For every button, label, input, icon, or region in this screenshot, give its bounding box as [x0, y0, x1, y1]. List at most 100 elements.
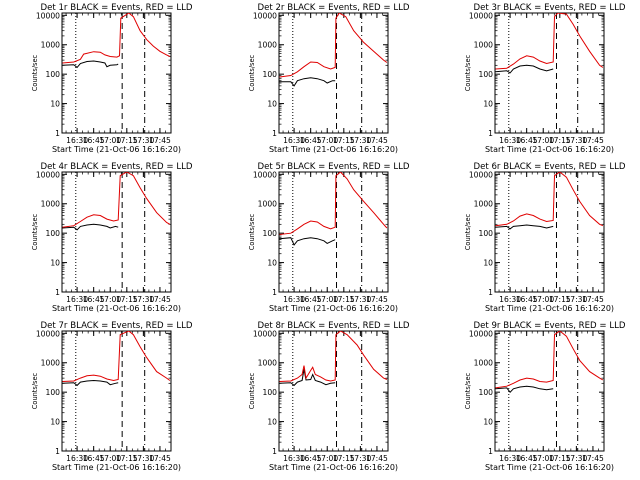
- x-tick-label: 17:15: [549, 454, 571, 463]
- x-axis-label: Start Time (21-Oct-06 16:16:20): [52, 304, 181, 313]
- x-axis-label: Start Time (21-Oct-06 16:16:20): [269, 304, 398, 313]
- events-series-line: [279, 237, 336, 246]
- y-tick-label: 1: [272, 288, 277, 297]
- lld-series-line: [279, 13, 388, 78]
- events-series-line: [279, 77, 336, 87]
- x-tick-label: 17:45: [149, 454, 171, 463]
- y-tick-label: 1: [272, 129, 277, 138]
- y-tick-label: 1: [488, 447, 493, 456]
- plot-frame: [494, 171, 605, 293]
- x-tick-label: 17:15: [333, 136, 355, 145]
- panel-title: Det 7r BLACK = Events, RED = LLD: [40, 321, 192, 331]
- lld-series-line: [495, 172, 604, 227]
- detector-panel: Det 4r BLACK = Events, RED = LLD 1 10 100 10…: [31, 162, 193, 313]
- x-tick-label: 17:30: [349, 136, 371, 145]
- y-tick-label: 1000: [474, 200, 493, 209]
- y-tick-label: 10000: [36, 329, 60, 338]
- x-tick-label: 16:45: [516, 454, 538, 463]
- y-tick-label: 1: [55, 288, 60, 297]
- x-tick-label: 17:45: [582, 295, 604, 304]
- y-tick-label: 1: [272, 447, 277, 456]
- y-axis-label: Counts/sec: [464, 54, 472, 91]
- y-tick-label: 10000: [253, 329, 277, 338]
- lld-series-line: [62, 172, 171, 228]
- x-tick-label: 17:45: [582, 136, 604, 145]
- panel-title: Det 2r BLACK = Events, RED = LLD: [257, 3, 409, 13]
- events-series-line: [495, 385, 554, 393]
- plot-frame: [494, 12, 605, 134]
- events-series-line: [495, 224, 554, 230]
- events-series-line: [62, 60, 119, 69]
- x-axis-label: Start Time (21-Oct-06 16:16:20): [485, 463, 614, 472]
- y-tick-label: 100: [263, 229, 278, 238]
- detector-panel: Det 6r BLACK = Events, RED = LLD 1 10 100 10…: [464, 162, 626, 313]
- x-tick-label: 17:00: [316, 295, 338, 304]
- y-axis-label: Counts/sec: [248, 54, 256, 91]
- panel-title: Det 6r BLACK = Events, RED = LLD: [473, 162, 625, 172]
- y-tick-label: 100: [479, 229, 494, 238]
- y-tick-label: 1: [55, 447, 60, 456]
- y-tick-label: 1: [488, 288, 493, 297]
- detector-panel: Det 1r BLACK = Events, RED = LLD 1 10 100 10…: [31, 3, 193, 154]
- y-tick-label: 10000: [36, 170, 60, 179]
- y-tick-label: 100: [479, 388, 494, 397]
- x-tick-label: 17:15: [333, 295, 355, 304]
- x-tick-label: 17:00: [99, 136, 121, 145]
- lld-series-line: [62, 13, 171, 64]
- y-axis-label: Counts/sec: [31, 54, 39, 91]
- plot-frame: [61, 12, 172, 134]
- y-tick-label: 1000: [474, 41, 493, 50]
- y-tick-label: 100: [46, 388, 61, 397]
- y-tick-label: 1: [55, 129, 60, 138]
- x-tick-label: 16:30: [66, 295, 88, 304]
- y-tick-label: 10: [50, 418, 60, 427]
- y-tick-label: 10000: [469, 170, 493, 179]
- events-series-line: [62, 379, 119, 387]
- x-tick-label: 17:15: [549, 136, 571, 145]
- x-tick-label: 17:30: [132, 454, 154, 463]
- y-tick-label: 1: [488, 129, 493, 138]
- x-tick-label: 17:30: [565, 136, 587, 145]
- x-tick-label: 17:15: [333, 454, 355, 463]
- y-tick-label: 100: [263, 388, 278, 397]
- y-axis-label: Counts/sec: [31, 213, 39, 250]
- y-tick-label: 100: [479, 70, 494, 79]
- y-tick-label: 1000: [41, 200, 60, 209]
- x-tick-label: 17:00: [532, 295, 554, 304]
- y-tick-label: 10: [50, 100, 60, 109]
- y-tick-label: 10: [483, 100, 493, 109]
- y-tick-label: 10: [267, 100, 277, 109]
- plot-frame: [278, 12, 389, 134]
- x-axis-label: Start Time (21-Oct-06 16:16:20): [485, 145, 614, 154]
- panel-title: Det 3r BLACK = Events, RED = LLD: [473, 3, 625, 13]
- y-tick-label: 100: [46, 70, 61, 79]
- panel-title: Det 8r BLACK = Events, RED = LLD: [257, 321, 409, 331]
- y-axis-label: Counts/sec: [31, 372, 39, 409]
- x-tick-label: 16:45: [300, 136, 322, 145]
- y-axis-label: Counts/sec: [248, 213, 256, 250]
- y-tick-label: 1000: [41, 359, 60, 368]
- lld-series-line: [495, 331, 604, 389]
- y-tick-label: 10: [50, 259, 60, 268]
- x-tick-label: 17:45: [582, 454, 604, 463]
- y-tick-label: 100: [263, 70, 278, 79]
- detector-panel: Det 8r BLACK = Events, RED = LLD 1 10 100 10…: [248, 321, 410, 472]
- y-tick-label: 10000: [469, 11, 493, 20]
- x-tick-label: 16:45: [83, 295, 105, 304]
- x-tick-label: 17:15: [116, 136, 138, 145]
- plot-frame: [278, 171, 389, 293]
- x-tick-label: 16:30: [283, 454, 305, 463]
- y-tick-label: 1000: [474, 359, 493, 368]
- x-tick-label: 17:30: [349, 454, 371, 463]
- x-tick-label: 16:45: [516, 295, 538, 304]
- x-axis-label: Start Time (21-Oct-06 16:16:20): [269, 463, 398, 472]
- x-tick-label: 17:30: [349, 295, 371, 304]
- x-tick-label: 17:00: [532, 454, 554, 463]
- x-tick-label: 17:30: [132, 295, 154, 304]
- x-tick-label: 16:30: [499, 295, 521, 304]
- x-tick-label: 17:15: [116, 454, 138, 463]
- y-tick-label: 10: [267, 418, 277, 427]
- x-tick-label: 17:45: [366, 136, 388, 145]
- plot-frame: [494, 330, 605, 452]
- detector-panel: Det 3r BLACK = Events, RED = LLD 1 10 100 10…: [464, 3, 626, 154]
